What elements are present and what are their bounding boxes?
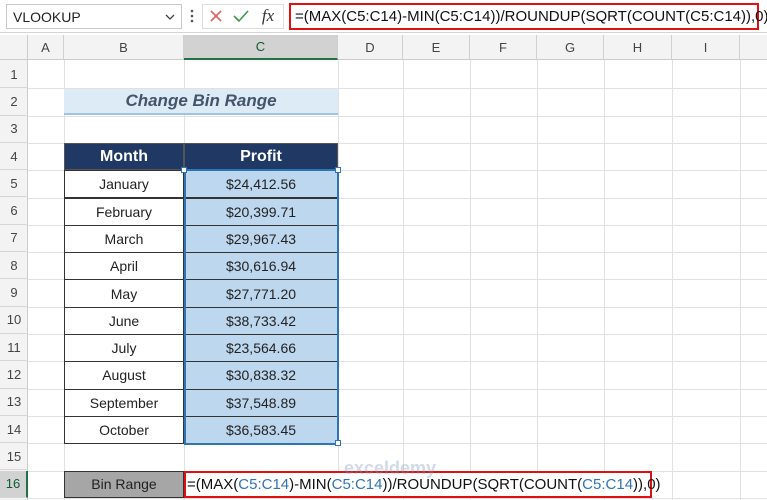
- row-header: 11: [0, 334, 28, 362]
- column-header: E: [403, 35, 470, 60]
- column-header: G: [537, 35, 604, 60]
- range-reference: C5:C14: [331, 475, 383, 493]
- month-cell: July: [64, 334, 184, 363]
- formula-text: )),0): [633, 475, 661, 493]
- grid-line: [28, 497, 767, 499]
- watermark: exceldemy: [343, 457, 437, 478]
- grid-line: [28, 252, 767, 254]
- grid-line: [28, 88, 767, 90]
- grid-line: [28, 142, 767, 144]
- selection-border: [184, 169, 339, 446]
- column-header: D: [338, 35, 403, 60]
- range-reference: C5:C14: [582, 475, 634, 493]
- month-cell: February: [64, 197, 184, 226]
- row-header: 2: [0, 88, 28, 116]
- row-header: 9: [0, 279, 28, 307]
- column-header-bar: [0, 35, 767, 60]
- grid-line: [28, 170, 767, 172]
- grid-line: [28, 388, 767, 390]
- row-header: 3: [0, 116, 28, 143]
- grid-line: [28, 361, 767, 363]
- table-header: Profit: [184, 142, 338, 171]
- row-header: 15: [0, 443, 28, 471]
- row-header: 13: [0, 389, 28, 416]
- dropdown-arrow: [165, 14, 175, 20]
- column-header: I: [672, 35, 740, 60]
- grid-line: [28, 224, 767, 226]
- grid-line: [28, 115, 767, 117]
- enter-button[interactable]: [232, 8, 250, 24]
- insert-function[interactable]: fx: [261, 6, 275, 25]
- row-header: 8: [0, 252, 28, 280]
- cancel-button[interactable]: [208, 8, 224, 24]
- month-cell: January: [64, 170, 184, 199]
- select-all: [0, 35, 28, 60]
- row-header: 5: [0, 170, 28, 198]
- formula-text: =(MAX(: [187, 475, 239, 493]
- range-reference: C5:C14: [238, 475, 290, 493]
- row-header-bar: [0, 60, 28, 500]
- profit-cell: $23,564.66: [184, 334, 338, 363]
- month-cell: May: [64, 279, 184, 308]
- bin-range-label: Bin Range: [64, 470, 184, 498]
- formula-buttons: [202, 4, 284, 29]
- row-header: 12: [0, 361, 28, 389]
- selection-handle: [335, 440, 341, 447]
- grid-line: [28, 197, 767, 199]
- row-header: 10: [0, 307, 28, 334]
- row-header: 6: [0, 198, 28, 225]
- formula-text: )-MIN(: [289, 475, 332, 493]
- more-icon: [190, 9, 194, 23]
- row-header: 14: [0, 416, 28, 444]
- table-header: Month: [64, 142, 184, 171]
- column-header: A: [28, 35, 64, 60]
- month-cell: March: [64, 224, 184, 254]
- column-header: H: [604, 35, 672, 60]
- month-cell: September: [64, 388, 184, 417]
- bin-range-formula: =(MAX(C5:C14)-MIN(C5:C14))/ROUNDUP(SQRT(…: [184, 470, 661, 498]
- grid-line: [28, 279, 767, 281]
- month-cell: August: [64, 361, 184, 390]
- column-header: F: [470, 35, 537, 60]
- selection-handle: [181, 167, 187, 174]
- column-header: C: [184, 35, 338, 60]
- grid-line: [28, 443, 767, 445]
- row-header: 4: [0, 143, 28, 171]
- title-cell: Change Bin Range: [64, 89, 338, 115]
- formula-input[interactable]: =(MAX(C5:C14)-MIN(C5:C14))/ROUNDUP(SQRT(…: [289, 3, 767, 30]
- grid-line: [28, 306, 767, 308]
- name-box[interactable]: VLOOKUP: [6, 4, 182, 29]
- formula-text: ))/ROUNDUP(SQRT(COUNT(: [382, 475, 583, 493]
- month-cell: April: [64, 252, 184, 281]
- row-header: 16: [0, 470, 28, 498]
- selection-handle: [335, 167, 341, 174]
- grid-line: [28, 334, 767, 335]
- row-header: 1: [0, 61, 28, 89]
- month-cell: June: [64, 306, 184, 335]
- profit-cell: $29,967.43: [184, 224, 338, 254]
- profit-cell: $38,733.42: [184, 306, 338, 335]
- profit-cell: $37,548.89: [184, 388, 338, 417]
- name-box-text: VLOOKUP: [13, 8, 81, 25]
- formula-toolbar: [0, 0, 767, 33]
- column-header: B: [64, 35, 184, 60]
- grid-line: [28, 415, 767, 417]
- month-cell: October: [64, 415, 184, 445]
- row-header: 7: [0, 225, 28, 253]
